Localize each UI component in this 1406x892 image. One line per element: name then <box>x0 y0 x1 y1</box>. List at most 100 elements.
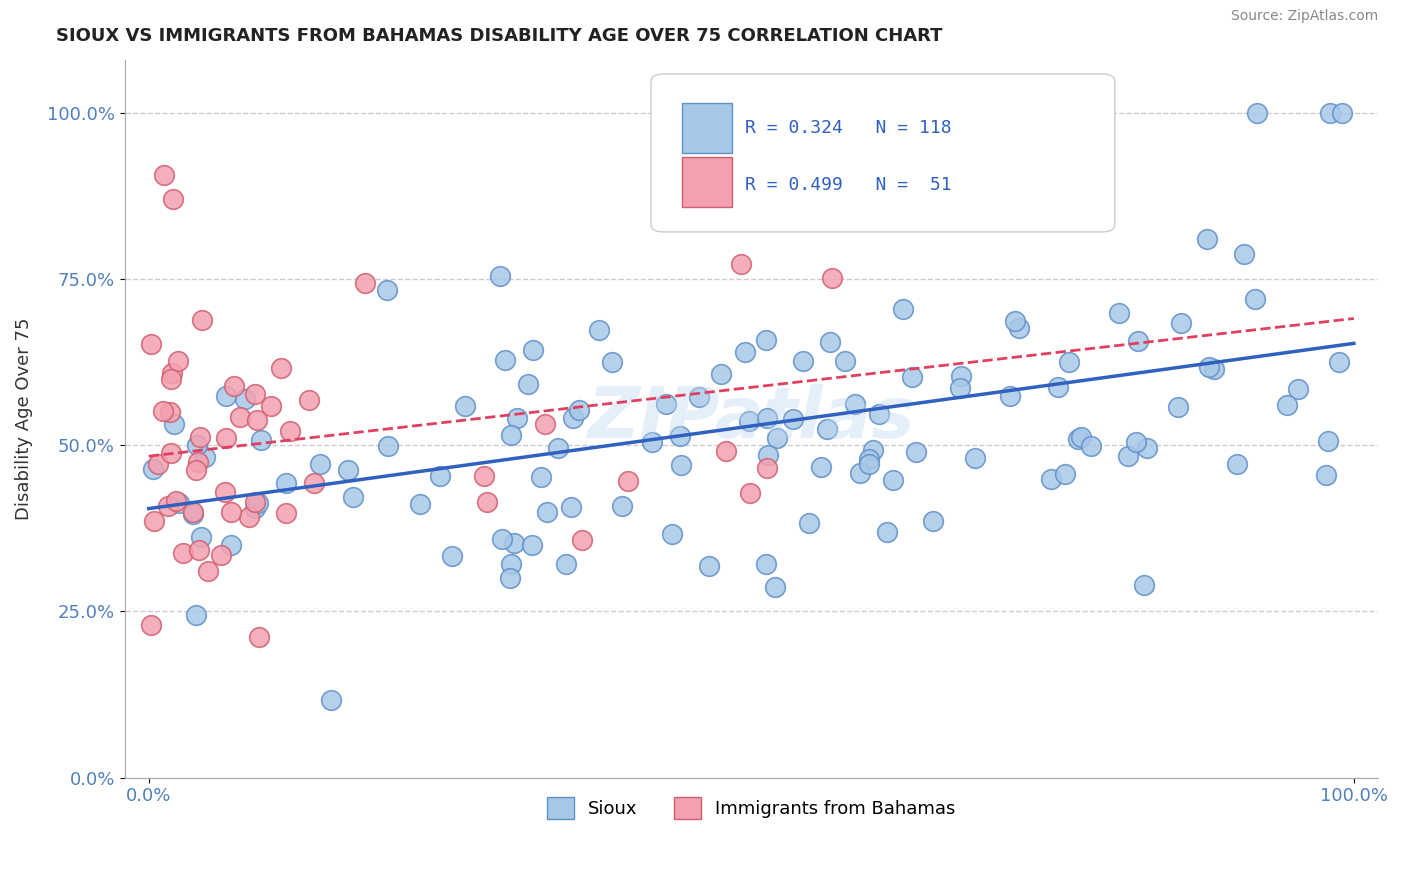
Point <box>454 399 477 413</box>
Point <box>377 439 399 453</box>
Point <box>190 430 212 444</box>
Point <box>245 387 267 401</box>
Point <box>755 557 778 571</box>
Point <box>506 411 529 425</box>
Point <box>600 354 623 368</box>
Point <box>238 510 260 524</box>
Point <box>172 546 194 560</box>
Point <box>160 367 183 381</box>
Point <box>1246 105 1268 120</box>
Point <box>844 397 866 411</box>
Point <box>766 431 789 445</box>
Point <box>319 693 342 707</box>
Point <box>222 379 245 393</box>
Point <box>1057 354 1080 368</box>
Point <box>1067 433 1090 447</box>
Point <box>1004 314 1026 328</box>
Legend: Sioux, Immigrants from Bahamas: Sioux, Immigrants from Bahamas <box>540 789 963 826</box>
Point <box>669 458 692 473</box>
FancyBboxPatch shape <box>682 156 733 207</box>
Point <box>734 345 756 359</box>
Point <box>561 411 583 425</box>
Point <box>219 505 242 519</box>
Point <box>616 474 638 488</box>
Point <box>141 337 163 351</box>
Point <box>1170 317 1192 331</box>
Point <box>710 367 733 381</box>
Point <box>501 557 523 571</box>
Point <box>503 535 526 549</box>
Point <box>302 475 325 490</box>
Point <box>1007 321 1029 335</box>
Point <box>250 433 273 447</box>
Point <box>274 506 297 520</box>
Point <box>499 571 522 585</box>
Point <box>1233 247 1256 261</box>
Point <box>1054 467 1077 481</box>
Point <box>893 301 915 316</box>
Point <box>1040 472 1063 486</box>
Point <box>1080 439 1102 453</box>
Point <box>522 538 544 552</box>
Point <box>165 494 187 508</box>
Point <box>243 500 266 515</box>
Point <box>661 527 683 541</box>
Point <box>162 192 184 206</box>
Point <box>858 457 880 471</box>
Point <box>298 392 321 407</box>
Point <box>571 533 593 548</box>
Point <box>429 469 451 483</box>
Point <box>688 390 710 404</box>
Point <box>184 608 207 623</box>
Point <box>1286 382 1309 396</box>
Point <box>610 499 633 513</box>
Point <box>260 399 283 413</box>
Point <box>183 508 205 522</box>
Point <box>160 372 183 386</box>
Point <box>141 618 163 632</box>
Point <box>641 434 664 449</box>
Point <box>1047 380 1070 394</box>
Point <box>882 473 904 487</box>
Point <box>309 457 332 471</box>
Y-axis label: Disability Age Over 75: Disability Age Over 75 <box>15 318 32 520</box>
Point <box>782 411 804 425</box>
Point <box>278 424 301 438</box>
Point <box>821 271 844 285</box>
Point <box>153 168 176 182</box>
Point <box>157 500 180 514</box>
Point <box>1317 434 1340 448</box>
Point <box>517 377 540 392</box>
Point <box>536 505 558 519</box>
Point <box>1327 355 1350 369</box>
Point <box>489 269 512 284</box>
Point <box>197 564 219 578</box>
Point <box>186 437 208 451</box>
Point <box>472 468 495 483</box>
Point <box>190 312 212 326</box>
Point <box>1275 398 1298 412</box>
Point <box>669 429 692 443</box>
Point <box>740 485 762 500</box>
Point <box>159 405 181 419</box>
Point <box>342 491 364 505</box>
Point <box>714 444 737 458</box>
Point <box>501 427 523 442</box>
Point <box>1128 334 1150 349</box>
Point <box>354 276 377 290</box>
Point <box>810 459 832 474</box>
Point <box>921 514 943 528</box>
Point <box>1330 105 1353 120</box>
Point <box>534 417 557 431</box>
Point <box>229 410 252 425</box>
Point <box>246 496 269 510</box>
Point <box>568 403 591 417</box>
Point <box>270 360 292 375</box>
Point <box>1136 441 1159 455</box>
Point <box>655 397 678 411</box>
Point <box>818 334 841 349</box>
Point <box>243 495 266 509</box>
Point <box>921 105 943 120</box>
Point <box>860 105 883 120</box>
Point <box>817 422 839 436</box>
